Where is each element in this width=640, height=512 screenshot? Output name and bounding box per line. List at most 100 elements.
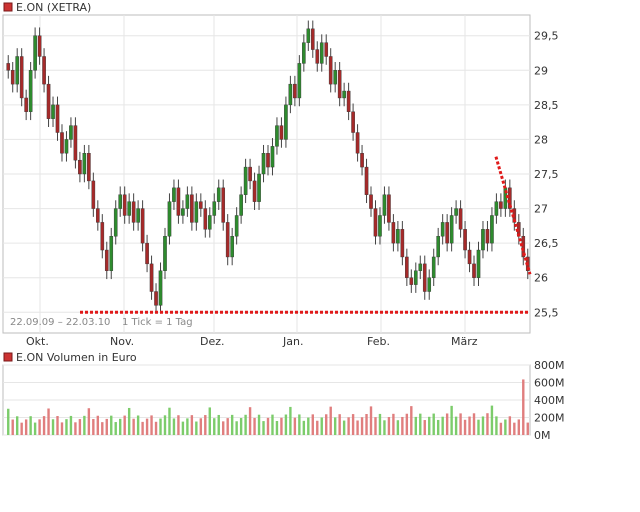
candle-body <box>360 153 364 168</box>
volume-bar <box>405 413 409 435</box>
price-tick-label: 28 <box>534 133 548 146</box>
candle-body <box>109 236 114 271</box>
volume-bar <box>387 417 391 435</box>
volume-bar <box>266 417 270 435</box>
volume-bar <box>244 414 247 435</box>
volume-bar <box>150 415 153 435</box>
volume-bar <box>329 406 332 435</box>
candle-body <box>431 256 436 278</box>
volume-bar <box>186 418 189 435</box>
candle-body <box>113 208 118 237</box>
candle-body <box>400 229 405 258</box>
candle-body <box>405 256 409 278</box>
candle-body <box>494 201 499 216</box>
volume-bar <box>20 422 23 435</box>
volume-bar <box>481 416 485 435</box>
candle-body <box>199 201 203 209</box>
candle-body <box>418 263 423 271</box>
volume-bar <box>172 418 176 435</box>
candle-body <box>203 208 208 230</box>
candle-body <box>472 263 476 278</box>
candle-body <box>427 277 432 292</box>
volume-bar <box>419 413 422 435</box>
volume-bar <box>289 406 292 435</box>
candle-body <box>346 90 351 112</box>
candle-body <box>243 166 248 195</box>
candle-body <box>42 56 46 85</box>
candle-body <box>181 208 185 216</box>
volume-bar <box>432 413 435 435</box>
candle-body <box>324 42 329 57</box>
volume-bar <box>325 414 328 435</box>
candle-body <box>78 159 82 175</box>
volume-bar <box>459 413 462 435</box>
volume-bars <box>7 379 529 435</box>
candle-body <box>369 194 373 209</box>
candle-body <box>154 291 158 306</box>
candle-body <box>364 166 369 195</box>
candle-body <box>445 222 449 244</box>
volume-bar <box>177 415 180 435</box>
volume-bar <box>468 416 471 435</box>
volume-bar <box>190 415 194 435</box>
candle-body <box>279 125 284 140</box>
candle-body <box>239 194 243 216</box>
volume-bar <box>428 416 431 435</box>
volume-bar <box>168 407 171 435</box>
volume-bar <box>522 379 525 435</box>
interval-label: 1 Tick = 1 Tag <box>122 317 193 328</box>
volume-bar <box>24 419 28 435</box>
volume-bar <box>463 419 467 435</box>
volume-bar <box>396 420 400 435</box>
candle-body <box>37 35 42 57</box>
volume-bar <box>110 415 113 435</box>
price-tick-label: 26,5 <box>534 237 559 250</box>
volume-bar <box>7 408 10 435</box>
candle-body <box>333 70 337 85</box>
candle-body <box>140 208 145 244</box>
price-tick-label: 27,5 <box>534 168 559 181</box>
candle-body <box>118 194 123 209</box>
candle-body <box>284 104 288 140</box>
volume-tick-label: 0M <box>534 429 551 442</box>
volume-y-axis: 800M 600M 400M 200M 0M <box>534 359 565 442</box>
candle-body <box>288 83 293 106</box>
volume-bar <box>302 420 306 435</box>
candle-body <box>158 270 163 306</box>
candle-body <box>163 236 167 271</box>
candle-body <box>337 70 342 99</box>
candle-body <box>69 125 73 140</box>
candle-body <box>100 222 105 251</box>
candle-body <box>185 194 190 209</box>
x-tick-label: Okt. <box>26 335 49 348</box>
candle-body <box>463 229 467 251</box>
volume-tick-label: 800M <box>534 359 565 372</box>
volume-bar <box>454 416 458 435</box>
candle-body <box>409 277 414 285</box>
volume-bar <box>351 414 355 435</box>
volume-bar <box>271 414 274 435</box>
candle-body <box>230 236 234 258</box>
candle-body <box>387 194 391 223</box>
volume-bar <box>311 414 314 435</box>
volume-bar <box>333 417 337 435</box>
candle-body <box>190 194 194 223</box>
candle-body <box>422 263 427 292</box>
volume-bar <box>342 420 346 435</box>
volume-bar <box>60 422 64 435</box>
volume-bar <box>316 420 319 435</box>
candle-body <box>122 194 127 216</box>
volume-bar <box>213 418 216 435</box>
candle-body <box>458 208 463 230</box>
candle-body <box>10 70 15 85</box>
volume-bar <box>504 419 507 435</box>
candle-body <box>270 146 275 168</box>
volume-bar <box>472 413 476 435</box>
volume-bar <box>163 415 167 435</box>
candle-body <box>33 35 37 71</box>
volume-bar <box>33 422 37 435</box>
volume-bar <box>119 418 122 435</box>
volume-bar <box>65 419 68 435</box>
candles <box>6 20 530 314</box>
volume-bar <box>392 413 395 435</box>
